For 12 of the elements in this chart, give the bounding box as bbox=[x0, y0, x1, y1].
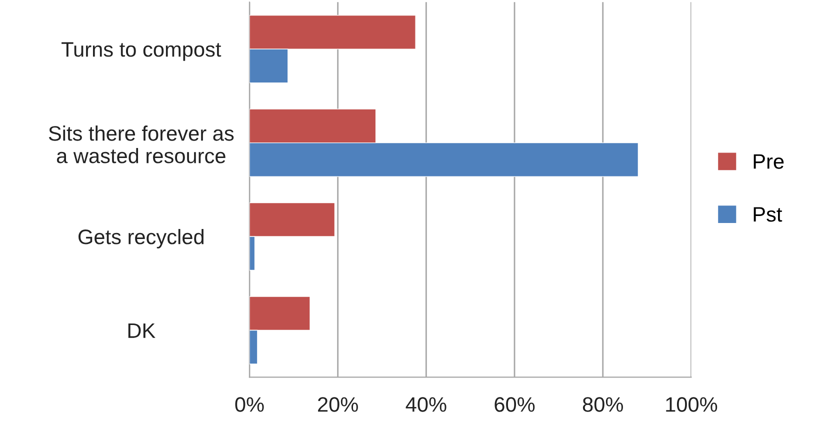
x-tick-label: 60% bbox=[494, 397, 535, 412]
y-tick-label: Turns to compost bbox=[62, 42, 222, 61]
x-tick-label: 100% bbox=[666, 397, 718, 412]
x-tick-label: 20% bbox=[318, 397, 358, 412]
y-tick-label: DK bbox=[128, 323, 156, 338]
x-tick-label: 40% bbox=[406, 397, 446, 412]
y-tick-label: Gets recycled bbox=[78, 228, 204, 248]
legend-label: Pst bbox=[754, 207, 782, 222]
y-tick-label: Sits there forever as a wasted resource bbox=[48, 126, 234, 164]
x-tick-label: 80% bbox=[582, 397, 623, 412]
x-tick-label: 0% bbox=[235, 397, 264, 412]
legend-label: Pre bbox=[754, 154, 784, 169]
